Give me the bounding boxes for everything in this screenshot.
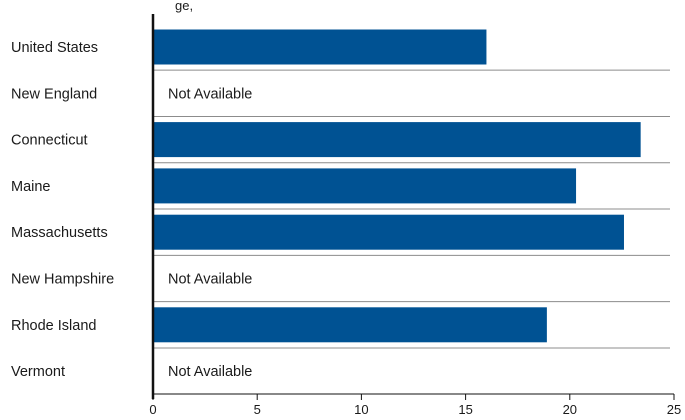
category-label: New England bbox=[11, 86, 97, 102]
category-label: Maine bbox=[11, 179, 51, 195]
x-tick-label: 25 bbox=[667, 402, 681, 417]
bar bbox=[153, 307, 547, 342]
not-available-label: Not Available bbox=[168, 272, 252, 288]
not-available-label: Not Available bbox=[168, 364, 252, 380]
category-label: Vermont bbox=[11, 364, 65, 380]
not-available-label: Not Available bbox=[168, 86, 252, 102]
x-tick-label: 0 bbox=[149, 402, 156, 417]
x-tick-label: 10 bbox=[354, 402, 368, 417]
x-tick-label: 20 bbox=[563, 402, 577, 417]
partial-heading: ge, bbox=[175, 0, 193, 13]
x-tick-label: 5 bbox=[254, 402, 261, 417]
bar bbox=[153, 215, 624, 250]
row-separators bbox=[153, 70, 670, 348]
bar bbox=[153, 168, 576, 203]
category-labels: United States New England Connecticut Maine… bbox=[11, 40, 114, 380]
bar bbox=[153, 30, 486, 65]
category-label: Massachusetts bbox=[11, 225, 108, 241]
category-label: Rhode Island bbox=[11, 318, 96, 334]
x-tick-label: 15 bbox=[458, 402, 472, 417]
category-label: Connecticut bbox=[11, 133, 88, 149]
bars bbox=[153, 30, 641, 343]
category-label: New Hampshire bbox=[11, 272, 114, 288]
category-label: United States bbox=[11, 40, 98, 56]
x-axis-ticks: 0 5 10 15 20 25 bbox=[149, 394, 681, 417]
bar bbox=[153, 122, 641, 157]
